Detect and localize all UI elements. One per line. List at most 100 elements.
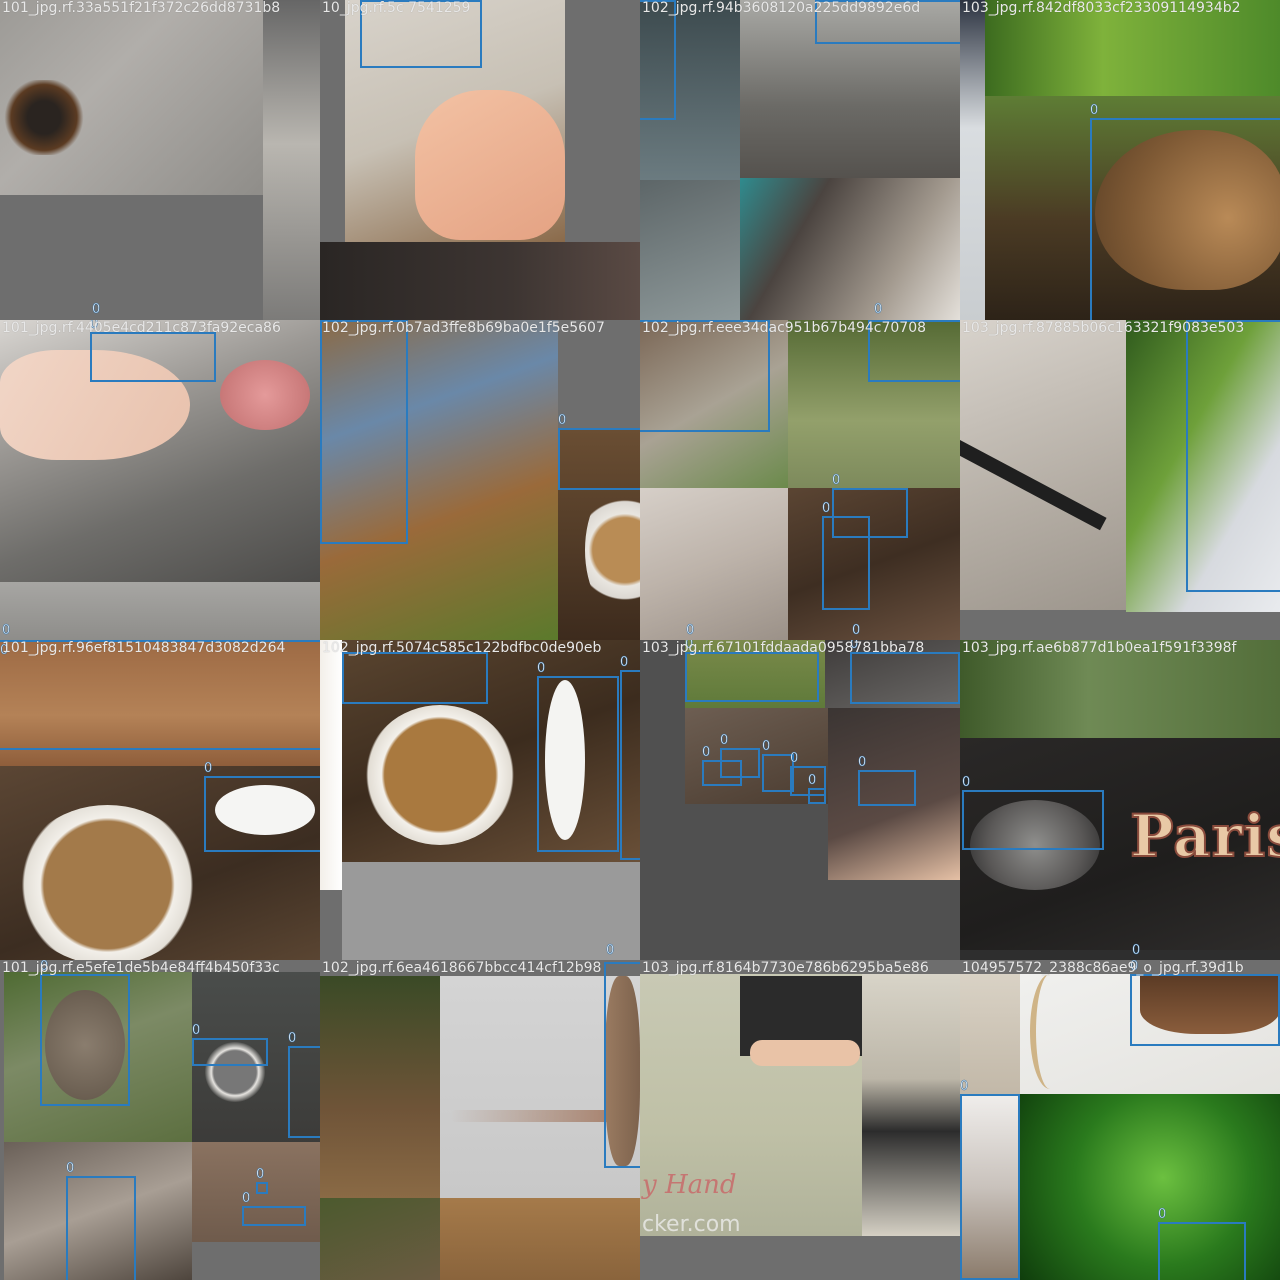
padding (558, 320, 640, 430)
chair-photo (862, 974, 960, 1236)
bounding-box: 0 (288, 1031, 320, 1138)
tile-title: 102_jpg.rf.6ea4618667bbcc414cf12b98 (322, 960, 602, 976)
blurred-strip (0, 582, 320, 640)
mosaic-tile: y Hand cker.com 103_jpg.rf.8164b7730e786… (640, 960, 960, 1280)
mice-photo (685, 708, 830, 804)
bounding-box: 0 (850, 640, 960, 704)
tile-title: 102_jpg.rf.5074c585c122bdfbc0de90eb (322, 640, 602, 656)
bounding-box: 0 (320, 320, 408, 544)
watermark-url-text: cker.com (642, 1212, 741, 1237)
bounding-box (1186, 320, 1280, 592)
bounding-box: 0 (702, 745, 742, 786)
mosaic-tile: 10_jpg.rf.5c 7541259 (320, 0, 640, 320)
cream-photo (960, 974, 1020, 1094)
class-label: 0 (1090, 103, 1099, 118)
rat-photo (825, 640, 960, 708)
bounding-box: 0 (558, 413, 640, 490)
class-label: 0 (558, 413, 567, 428)
tile-title: 101_jpg.rf.96ef81510483847d3082d264 (2, 640, 286, 656)
bounding-box (342, 652, 488, 704)
pine-branch-photo (1126, 320, 1280, 612)
bounding-box: 0 (960, 1079, 1020, 1280)
tile-title: 101_jpg.rf.33a551f21f372c26dd8731b8 (2, 0, 281, 16)
class-label: 0 (242, 1191, 251, 1206)
mosaic-tile: 0 0 102_jpg.rf.0b7ad3ffe8b69ba0e1f5e5607 (320, 320, 640, 640)
gray-rat (970, 800, 1100, 890)
bounding-box: 0 (66, 1161, 136, 1280)
class-label: 0 (92, 302, 101, 317)
mosaic-tile: 0 0 102_jpg.rf.5074c585c122bdfbc0de90eb (320, 640, 640, 960)
pine-needles-photo (960, 640, 1280, 738)
tile-title: 101_jpg.rf.4405e4cd211c873fa92eca86 (2, 320, 281, 336)
hand (750, 1040, 860, 1066)
class-label: 0 (0, 643, 9, 658)
bounding-box: 0 (962, 775, 1104, 850)
mosaic-tile: 102_jpg.rf.94b3608120a225dd9892e6d (640, 0, 960, 320)
mosaic-tile: 0 0 0 0 0 0 101_jpg.rf.e5efe1de5b4e84ff4… (0, 960, 320, 1280)
bounding-box: 0 (537, 661, 619, 852)
mosaic-tile: 0 101_jpg.rf.4405e4cd211c873fa92eca86 (0, 320, 320, 640)
padding (640, 1236, 960, 1280)
mosaic-tile: 0 0 0 104957572_2388c86ae9_o_jpg.rf.39d1… (960, 960, 1280, 1280)
mosaic-tile: 0 0 102_jpg.rf.eee34dac951b67b494c70708 (640, 320, 960, 640)
bounding-box: 0 (1158, 1207, 1246, 1280)
bounding-box: 0 (720, 733, 760, 778)
white-mouse (545, 680, 585, 840)
bounding-box: 0 (1090, 103, 1280, 320)
class-label: 0 (702, 745, 711, 760)
bounding-box: 0 (620, 655, 640, 860)
tile-title: 103_jpg.rf.67101fddaada0958781bba78 (642, 640, 925, 656)
class-label: 0 (962, 775, 971, 790)
mouse-tail-photo (320, 976, 440, 1198)
class-label: 0 (1130, 960, 1139, 974)
dark-cage-photo (320, 242, 640, 320)
class-label: 0 (40, 960, 49, 974)
bounding-box: 0 (90, 320, 216, 382)
green-mouse-photo (1020, 1094, 1280, 1280)
mosaic-tile: 103_jpg.rf.87885b06c163321f9083e503 (960, 320, 1280, 640)
class-label: 0 (720, 733, 729, 748)
pink-bowl (220, 360, 310, 430)
tile-title: 102_jpg.rf.0b7ad3ffe8b69ba0e1f5e5607 (322, 320, 605, 336)
seed-pile (4, 80, 84, 155)
mosaic-tile: 101_jpg.rf.33a551f21f372c26dd8731b8 (0, 0, 320, 320)
bounding-box: 0 (192, 1023, 268, 1066)
mosaic-tile: 0 102_jpg.rf.6ea4618667bbcc414cf12b98 (320, 960, 640, 1280)
bounding-box: 0 (204, 761, 320, 852)
tile-title: 103_jpg.rf.842df8033cf23309114934b2 (962, 0, 1241, 16)
tile-title: 101_jpg.rf.e5efe1de5b4e84ff4b450f33c (2, 960, 280, 976)
class-label: 0 (808, 773, 817, 788)
pellets-photo (788, 488, 960, 640)
bounding-box: 0 (604, 960, 640, 1168)
bounding-box: 0 (1130, 960, 1280, 1046)
rat-body (1140, 974, 1280, 1034)
hand (0, 350, 190, 460)
white-mouse (215, 785, 315, 835)
mosaic-tile: 0 0 101_jpg.rf.96ef81510483847d3082d264 (0, 640, 320, 960)
class-label: 0 (1132, 943, 1141, 958)
patterned-fabric-photo (740, 178, 960, 320)
rat-tail (1030, 974, 1070, 1089)
food-bowl (205, 1042, 265, 1102)
class-label: 0 (604, 960, 613, 962)
class-label: 0 (832, 473, 841, 488)
bounding-box: 0 (822, 501, 870, 610)
class-label: 0 (1158, 1207, 1167, 1222)
class-label: 0 (762, 739, 771, 754)
hand (415, 90, 565, 240)
side-photo (960, 0, 985, 320)
pine-needles-photo (985, 0, 1280, 96)
class-label: 0 (852, 623, 861, 638)
bounding-box (360, 0, 482, 68)
rat-ear-photo (960, 1094, 1020, 1280)
class-label: 0 (256, 1167, 265, 1182)
padding (342, 862, 640, 960)
blurry-mouse-photo (640, 488, 788, 640)
tile-title: 103_jpg.rf.ae6b877d1b0ea1f591f3398f (962, 640, 1237, 656)
class-label: 0 (686, 623, 695, 638)
tile-title: 102_jpg.rf.94b3608120a225dd9892e6d (642, 0, 921, 16)
tile-title: 104957572_2388c86ae9_o_jpg.rf.39d1b (962, 960, 1244, 976)
class-label: 0 (858, 755, 867, 770)
noisy-mouse-photo (320, 320, 558, 640)
grass-photo (320, 1198, 440, 1280)
